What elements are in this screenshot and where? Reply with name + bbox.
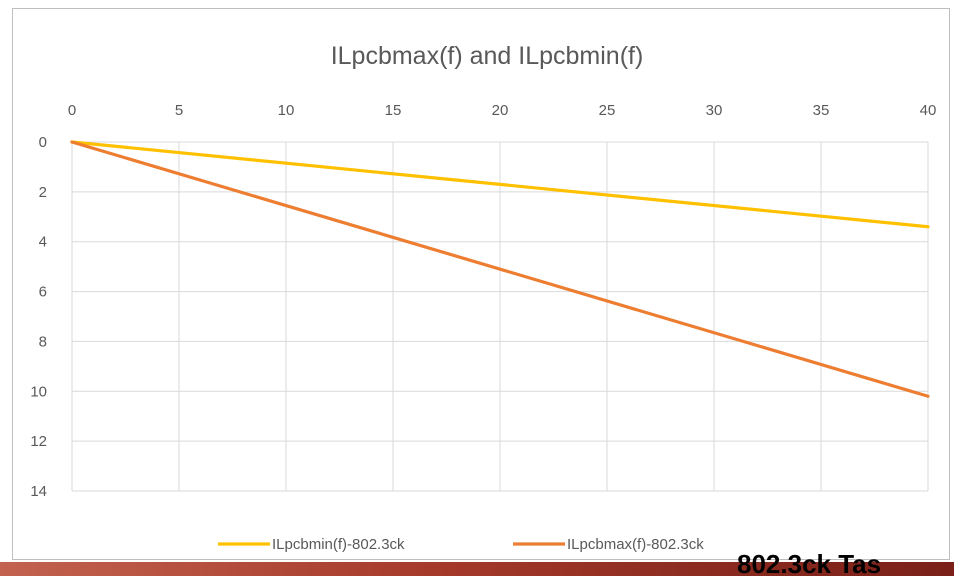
y-tick-label: 12: [30, 433, 47, 450]
slide-footer-bar: [0, 562, 954, 576]
series-line-1: [70, 140, 930, 229]
series-lines: [70, 140, 930, 398]
legend-label: ILpcbmax(f)-802.3ck: [567, 536, 704, 553]
y-tick-label: 14: [30, 483, 47, 500]
legend: ILpcbmin(f)-802.3ck ILpcbmax(f)-802.3ck: [218, 536, 704, 553]
x-tick-label: 5: [175, 102, 183, 119]
x-tick-label: 10: [278, 102, 295, 119]
y-tick-labels: 0 2 4 6 8 10 12 14: [30, 134, 47, 500]
legend-label: ILpcbmin(f)-802.3ck: [272, 536, 405, 553]
series-line-2: [70, 140, 930, 398]
grid: [71, 141, 929, 492]
x-tick-labels: 0 5 10 15 20 25 30 35 40: [68, 102, 937, 119]
y-tick-label: 8: [39, 333, 47, 350]
x-tick-label: 35: [813, 102, 830, 119]
y-tick-label: 10: [30, 383, 47, 400]
x-tick-label: 40: [920, 102, 937, 119]
y-tick-label: 4: [39, 234, 47, 251]
y-tick-label: 0: [39, 134, 47, 151]
line-chart: ILpcbmax(f) and ILpcbmin(f) 0 5 10 15 20 25 30…: [30, 42, 937, 553]
y-tick-label: 6: [39, 284, 47, 301]
x-tick-label: 15: [385, 102, 402, 119]
chart-title: ILpcbmax(f) and ILpcbmin(f): [331, 42, 644, 70]
slide-footer-caption: 802.3ck Tas: [737, 551, 882, 576]
x-tick-label: 20: [492, 102, 509, 119]
x-tick-label: 25: [599, 102, 616, 119]
chart-container: ILpcbmax(f) and ILpcbmin(f) 0 5 10 15 20 25 30…: [12, 8, 950, 560]
x-tick-label: 30: [706, 102, 723, 119]
x-tick-label: 0: [68, 102, 76, 119]
y-tick-label: 2: [39, 184, 47, 201]
